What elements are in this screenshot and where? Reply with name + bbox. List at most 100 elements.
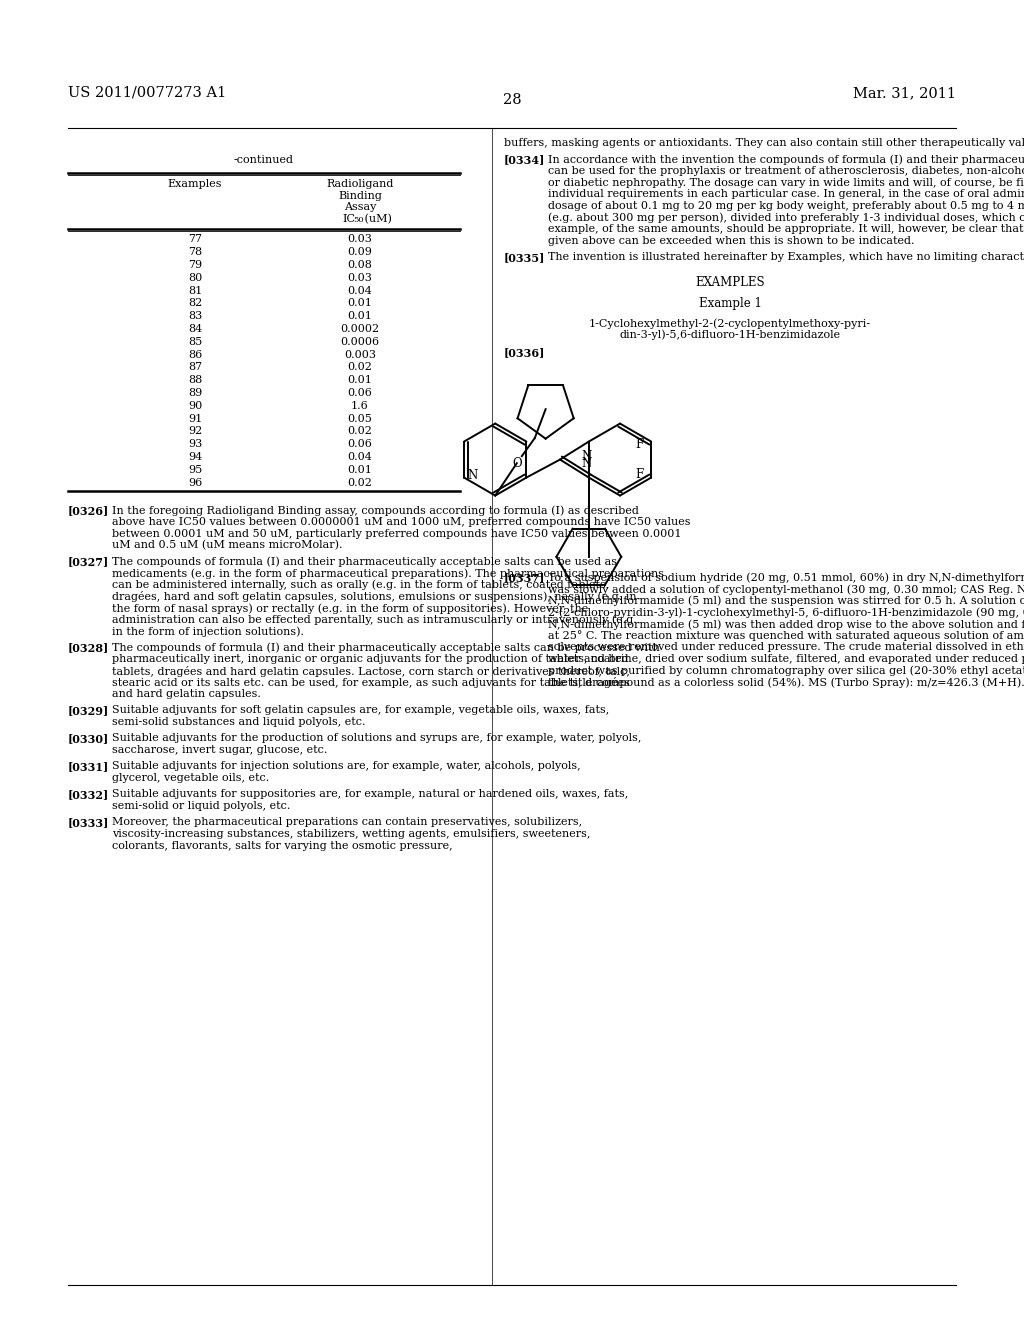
- Text: F: F: [635, 469, 643, 480]
- Text: 82: 82: [187, 298, 202, 309]
- Text: 83: 83: [187, 312, 202, 321]
- Text: Radioligand: Radioligand: [327, 180, 393, 189]
- Text: N,N-dimethylformamide (5 ml) and the suspension was stirred for 0.5 h. A solutio: N,N-dimethylformamide (5 ml) and the sus…: [548, 595, 1024, 606]
- Text: 87: 87: [188, 363, 202, 372]
- Text: [0328]: [0328]: [68, 643, 110, 653]
- Text: in the form of injection solutions).: in the form of injection solutions).: [112, 626, 304, 636]
- Text: 0.01: 0.01: [347, 312, 373, 321]
- Text: [0336]: [0336]: [504, 347, 546, 358]
- Text: US 2011/0077273 A1: US 2011/0077273 A1: [68, 86, 226, 100]
- Text: The compounds of formula (I) and their pharmaceutically acceptable salts can be : The compounds of formula (I) and their p…: [112, 643, 659, 653]
- Text: 0.06: 0.06: [347, 388, 373, 399]
- Text: O: O: [512, 457, 521, 470]
- Text: [0329]: [0329]: [68, 705, 110, 717]
- Text: 50: 50: [353, 215, 364, 224]
- Text: Mar. 31, 2011: Mar. 31, 2011: [853, 86, 956, 100]
- Text: (e.g. about 300 mg per person), divided into preferably 1-3 individual doses, wh: (e.g. about 300 mg per person), divided …: [548, 213, 1024, 223]
- Text: 88: 88: [187, 375, 202, 385]
- Text: was slowly added a solution of cyclopentyl-methanol (30 mg, 0.30 mmol; CAS Reg. : was slowly added a solution of cyclopent…: [548, 585, 1024, 595]
- Text: Suitable adjuvants for the production of solutions and syrups are, for example, : Suitable adjuvants for the production of…: [112, 734, 641, 743]
- Text: Moreover, the pharmaceutical preparations can contain preservatives, solubilizer: Moreover, the pharmaceutical preparation…: [112, 817, 582, 828]
- Text: 90: 90: [187, 401, 202, 411]
- Text: given above can be exceeded when this is shown to be indicated.: given above can be exceeded when this is…: [548, 235, 914, 246]
- Text: 96: 96: [187, 478, 202, 487]
- Text: [0326]: [0326]: [68, 506, 110, 516]
- Text: 0.06: 0.06: [347, 440, 373, 449]
- Text: medicaments (e.g. in the form of pharmaceutical preparations). The pharmaceutica: medicaments (e.g. in the form of pharmac…: [112, 568, 664, 578]
- Text: solvents were removed under reduced pressure. The crude material dissolved in et: solvents were removed under reduced pres…: [548, 642, 1024, 652]
- Text: and hard gelatin capsules.: and hard gelatin capsules.: [112, 689, 261, 700]
- Text: 0.05: 0.05: [347, 413, 373, 424]
- Text: 80: 80: [187, 273, 202, 282]
- Text: 92: 92: [187, 426, 202, 437]
- Text: Suitable adjuvants for suppositories are, for example, natural or hardened oils,: Suitable adjuvants for suppositories are…: [112, 789, 629, 800]
- Text: 0.003: 0.003: [344, 350, 376, 359]
- Text: 0.09: 0.09: [347, 247, 373, 257]
- Text: 0.04: 0.04: [347, 285, 373, 296]
- Text: or diabetic nephropathy. The dosage can vary in wide limits and will, of course,: or diabetic nephropathy. The dosage can …: [548, 178, 1024, 187]
- Text: semi-solid substances and liquid polyols, etc.: semi-solid substances and liquid polyols…: [112, 717, 366, 727]
- Text: example, of the same amounts, should be appropriate. It will, however, be clear : example, of the same amounts, should be …: [548, 224, 1024, 234]
- Text: 85: 85: [187, 337, 202, 347]
- Text: [0334]: [0334]: [504, 154, 546, 165]
- Text: 0.04: 0.04: [347, 451, 373, 462]
- Text: pharmaceutically inert, inorganic or organic adjuvants for the production of tab: pharmaceutically inert, inorganic or org…: [112, 655, 629, 664]
- Text: IC: IC: [342, 214, 355, 224]
- Text: [0331]: [0331]: [68, 762, 110, 772]
- Text: 89: 89: [187, 388, 202, 399]
- Text: 91: 91: [187, 413, 202, 424]
- Text: 2-(2-chloro-pyridin-3-yl)-1-cyclohexylmethyl-5, 6-difluoro-1H-benzimidazole (90 : 2-(2-chloro-pyridin-3-yl)-1-cyclohexylme…: [548, 607, 1024, 618]
- Text: above have IC50 values between 0.0000001 uM and 1000 uM, preferred compounds hav: above have IC50 values between 0.0000001…: [112, 517, 690, 527]
- Text: semi-solid or liquid polyols, etc.: semi-solid or liquid polyols, etc.: [112, 801, 291, 810]
- Text: 0.0002: 0.0002: [340, 323, 380, 334]
- Text: saccharose, invert sugar, glucose, etc.: saccharose, invert sugar, glucose, etc.: [112, 744, 328, 755]
- Text: N: N: [582, 457, 592, 470]
- Text: uM and 0.5 uM (uM means microMolar).: uM and 0.5 uM (uM means microMolar).: [112, 540, 342, 550]
- Text: 94: 94: [187, 451, 202, 462]
- Text: 77: 77: [188, 235, 202, 244]
- Text: 0.08: 0.08: [347, 260, 373, 271]
- Text: 84: 84: [187, 323, 202, 334]
- Text: 81: 81: [187, 285, 202, 296]
- Text: 79: 79: [188, 260, 202, 271]
- Text: the form of nasal sprays) or rectally (e.g. in the form of suppositories). Howev: the form of nasal sprays) or rectally (e…: [112, 603, 588, 614]
- Text: N: N: [467, 469, 477, 482]
- Text: [0333]: [0333]: [68, 817, 110, 829]
- Text: F: F: [635, 438, 643, 451]
- Text: buffers, masking agents or antioxidants. They can also contain still other thera: buffers, masking agents or antioxidants.…: [504, 139, 1024, 148]
- Text: between 0.0001 uM and 50 uM, particularly preferred compounds have IC50 values b: between 0.0001 uM and 50 uM, particularl…: [112, 528, 682, 539]
- Text: Assay: Assay: [344, 202, 376, 213]
- Text: Example 1: Example 1: [698, 297, 762, 310]
- Text: can be used for the prophylaxis or treatment of atherosclerosis, diabetes, non-a: can be used for the prophylaxis or treat…: [548, 166, 1024, 176]
- Text: The invention is illustrated hereinafter by Examples, which have no limiting cha: The invention is illustrated hereinafter…: [548, 252, 1024, 261]
- Text: water and brine, dried over sodium sulfate, filtered, and evaporated under reduc: water and brine, dried over sodium sulfa…: [548, 653, 1024, 664]
- Text: can be administered internally, such as orally (e.g. in the form of tablets, coa: can be administered internally, such as …: [112, 579, 609, 590]
- Text: at 25° C. The reaction mixture was quenched with saturated aqueous solution of a: at 25° C. The reaction mixture was quenc…: [548, 631, 1024, 642]
- Text: Suitable adjuvants for soft gelatin capsules are, for example, vegetable oils, w: Suitable adjuvants for soft gelatin caps…: [112, 705, 609, 715]
- Text: The compounds of formula (I) and their pharmaceutically acceptable salts can be : The compounds of formula (I) and their p…: [112, 557, 617, 568]
- Text: 0.01: 0.01: [347, 465, 373, 475]
- Text: [0332]: [0332]: [68, 789, 110, 800]
- Text: 0.03: 0.03: [347, 235, 373, 244]
- Text: [0330]: [0330]: [68, 734, 110, 744]
- Text: Suitable adjuvants for injection solutions are, for example, water, alcohols, po: Suitable adjuvants for injection solutio…: [112, 762, 581, 771]
- Text: [0327]: [0327]: [68, 557, 110, 568]
- Text: 0.02: 0.02: [347, 426, 373, 437]
- Text: In accordance with the invention the compounds of formula (I) and their pharmace: In accordance with the invention the com…: [548, 154, 1024, 165]
- Text: glycerol, vegetable oils, etc.: glycerol, vegetable oils, etc.: [112, 774, 269, 783]
- Text: 0.02: 0.02: [347, 478, 373, 487]
- Text: 28: 28: [503, 92, 521, 107]
- Text: [0335]: [0335]: [504, 252, 546, 263]
- Text: viscosity-increasing substances, stabilizers, wetting agents, emulsifiers, sweet: viscosity-increasing substances, stabili…: [112, 829, 591, 840]
- Text: colorants, flavorants, salts for varying the osmotic pressure,: colorants, flavorants, salts for varying…: [112, 841, 453, 850]
- Text: Examples: Examples: [168, 180, 222, 189]
- Text: 0.0006: 0.0006: [340, 337, 380, 347]
- Text: (uM): (uM): [361, 214, 392, 224]
- Text: 95: 95: [187, 465, 202, 475]
- Text: dragées, hard and soft gelatin capsules, solutions, emulsions or suspensions), n: dragées, hard and soft gelatin capsules,…: [112, 591, 637, 602]
- Text: dosage of about 0.1 mg to 20 mg per kg body weight, preferably about 0.5 mg to 4: dosage of about 0.1 mg to 20 mg per kg b…: [548, 201, 1024, 211]
- Text: 93: 93: [187, 440, 202, 449]
- Text: Binding: Binding: [338, 190, 382, 201]
- Text: 0.02: 0.02: [347, 363, 373, 372]
- Text: stearic acid or its salts etc. can be used, for example, as such adjuvants for t: stearic acid or its salts etc. can be us…: [112, 677, 630, 689]
